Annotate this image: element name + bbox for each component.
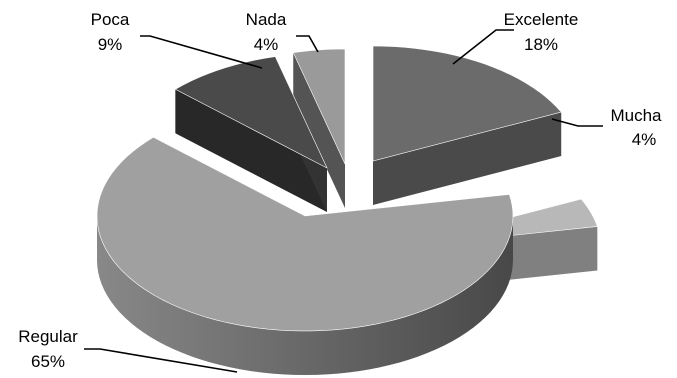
label-nada: Nada	[246, 10, 287, 29]
leader-nada	[296, 35, 319, 53]
leader-regular	[84, 348, 238, 373]
leader-excelente	[452, 29, 514, 65]
slice-poca	[174, 56, 328, 212]
label-regular: Regular	[18, 327, 78, 346]
slice-wall-excelente	[373, 112, 562, 205]
label-excelente: Excelente	[504, 10, 579, 29]
slice-wall-shade-nada	[293, 52, 345, 208]
slice-nada	[292, 48, 346, 208]
slice-top-poca	[174, 56, 328, 169]
slice-top-regular	[96, 136, 514, 332]
value-excelente: 18%	[524, 35, 558, 54]
slice-top-nada	[292, 48, 346, 165]
slice-side-shade-regular	[97, 216, 513, 375]
leader-lines	[84, 29, 603, 373]
slice-wall-nada	[293, 52, 345, 208]
slice-top-excelente	[372, 45, 562, 162]
value-regular: 65%	[31, 352, 65, 371]
value-nada: 4%	[254, 35, 279, 54]
pie-slices	[96, 45, 598, 375]
leader-poca	[140, 35, 263, 69]
slice-wall-shade-poca	[175, 89, 327, 212]
slice-regular	[96, 136, 514, 375]
value-poca: 9%	[98, 35, 123, 54]
label-poca: Poca	[91, 10, 130, 29]
label-mucha: Mucha	[610, 106, 662, 125]
slice-wall-shade-excelente	[373, 112, 562, 205]
leader-mucha	[551, 118, 603, 127]
value-mucha: 4%	[632, 130, 657, 149]
slice-wall-poca	[175, 89, 327, 212]
slice-excelente	[372, 45, 562, 205]
